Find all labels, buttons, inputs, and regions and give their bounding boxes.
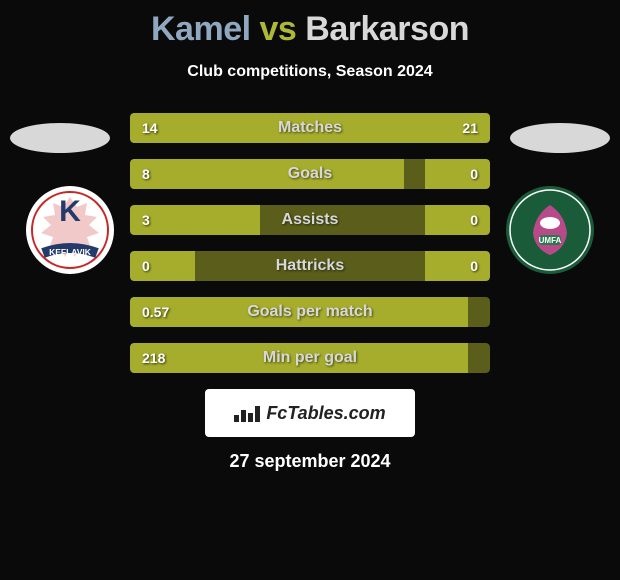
umfa-logo-icon: UMFA [505,185,595,275]
player-right-avatar [510,123,610,153]
svg-text:UMFA: UMFA [539,236,562,245]
stat-row: 218Min per goal [130,343,490,373]
stat-label: Matches [130,113,490,143]
date-label: 27 september 2024 [0,451,620,472]
comparison-title: Kamel vs Barkarson [0,0,620,49]
stat-label: Goals [130,159,490,189]
comparison-content: K KEFLAVIK UMFA 1421Matches 80Goals 30Assi… [0,113,620,373]
stat-label: Assists [130,205,490,235]
keflavik-logo-icon: K KEFLAVIK [25,185,115,275]
stat-label: Min per goal [130,343,490,373]
stat-row: 80Goals [130,159,490,189]
subtitle: Club competitions, Season 2024 [0,63,620,81]
stat-row: 0.57Goals per match [130,297,490,327]
brand-chart-icon [234,404,260,422]
stat-row: 00Hattricks [130,251,490,281]
svg-text:KEFLAVIK: KEFLAVIK [49,247,92,257]
club-logo-right: UMFA [505,185,595,275]
vs-label: vs [260,10,297,48]
club-logo-left: K KEFLAVIK [25,185,115,275]
svg-text:K: K [59,195,81,228]
player-right-name: Barkarson [305,10,469,48]
brand-text: FcTables.com [266,403,385,424]
stat-row: 30Assists [130,205,490,235]
stat-label: Goals per match [130,297,490,327]
player-left-avatar [10,123,110,153]
player-left-name: Kamel [151,10,251,48]
stat-label: Hattricks [130,251,490,281]
brand-badge[interactable]: FcTables.com [205,389,415,437]
stats-bars: 1421Matches 80Goals 30Assists 00Hattricks 0.… [130,113,490,373]
stat-row: 1421Matches [130,113,490,143]
